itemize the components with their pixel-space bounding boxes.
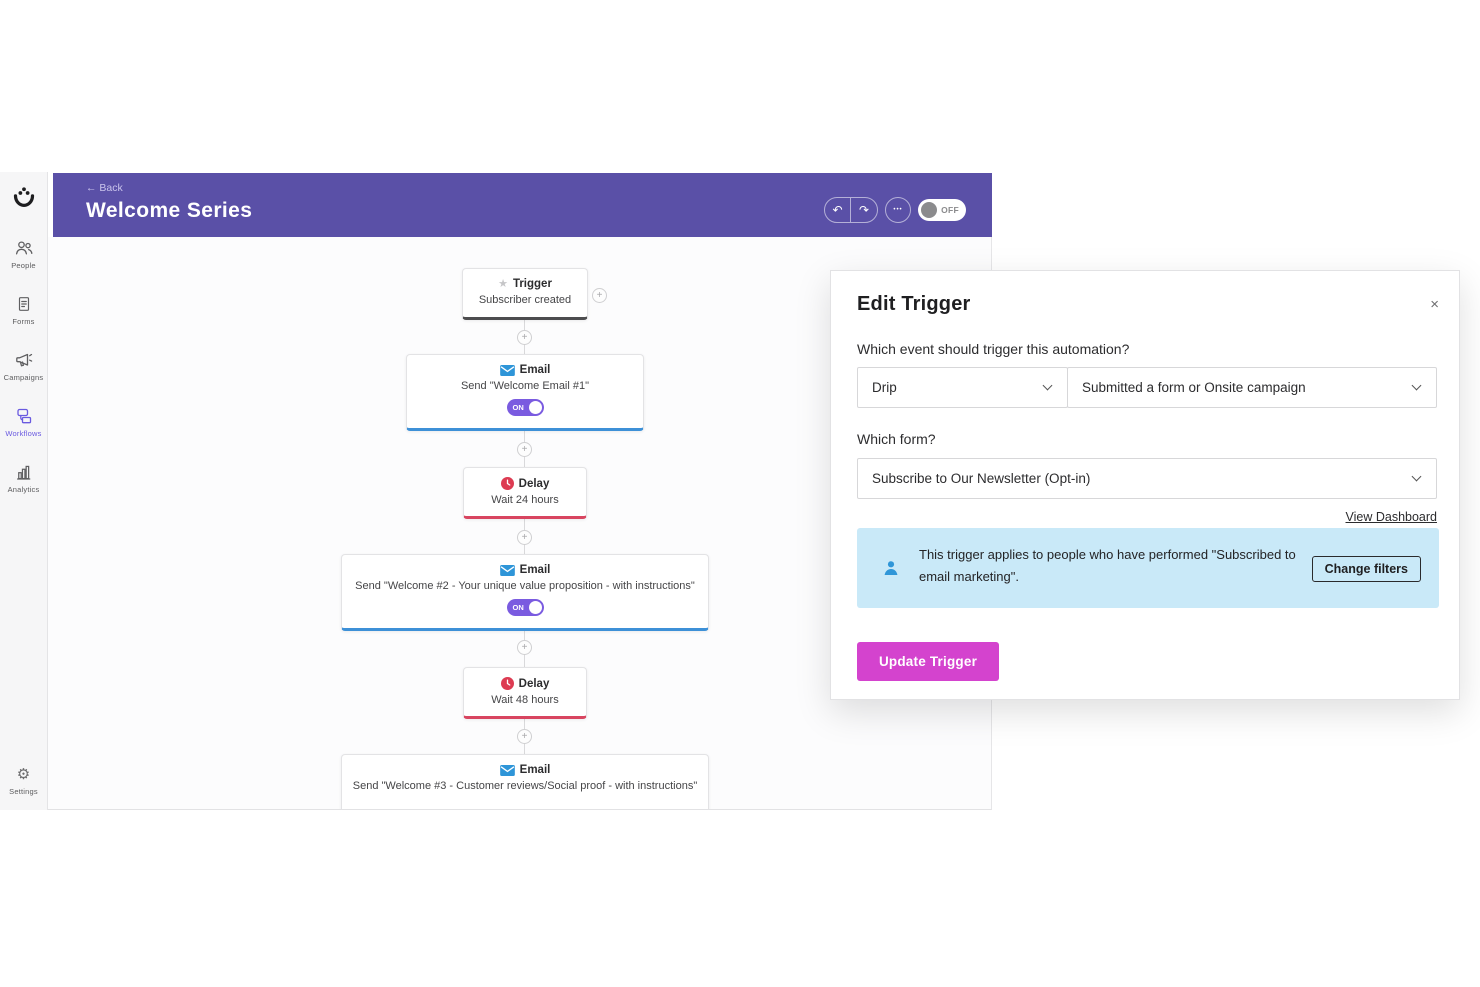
- event-select-row: Drip Submitted a form or Onsite campaign: [857, 367, 1437, 408]
- node-title: Email: [519, 364, 551, 376]
- node-delay-2[interactable]: Delay Wait 48 hours: [463, 667, 587, 719]
- add-node-button[interactable]: +: [517, 442, 532, 457]
- chevron-down-icon: [1411, 471, 1422, 482]
- sidebar-item-workflows[interactable]: Workflows: [0, 406, 48, 438]
- node-title: Trigger: [512, 278, 552, 290]
- node-email-2[interactable]: Email Send "Welcome #2 - Your unique val…: [341, 554, 709, 631]
- toggle-knob: [528, 601, 542, 615]
- sidebar-item-label: Settings: [9, 787, 38, 796]
- add-node-button[interactable]: +: [517, 330, 532, 345]
- more-options-button[interactable]: •••: [885, 197, 911, 223]
- edit-trigger-modal: Edit Trigger × Which event should trigge…: [830, 270, 1460, 700]
- forms-icon: [14, 294, 34, 314]
- chevron-down-icon: [1042, 380, 1053, 391]
- toggle-state-label: OFF: [941, 205, 959, 215]
- back-link[interactable]: ← Back: [86, 182, 123, 194]
- add-node-button[interactable]: +: [517, 530, 532, 545]
- people-icon: [14, 238, 34, 258]
- node-email-3[interactable]: Email Send "Welcome #3 - Customer review…: [341, 754, 709, 809]
- undo-button[interactable]: ↶: [825, 198, 851, 222]
- email-enabled-toggle[interactable]: ON: [506, 599, 544, 617]
- node-subtitle: Subscriber created: [478, 294, 572, 306]
- sidebar-item-label: People: [11, 261, 36, 270]
- toggle-knob: [528, 401, 542, 415]
- form-select-value: Subscribe to Our Newsletter (Opt-in): [872, 471, 1091, 486]
- person-icon: [884, 561, 898, 575]
- node-subtitle: Wait 24 hours: [491, 494, 559, 506]
- gear-icon: ⚙: [16, 764, 31, 783]
- node-delay-1[interactable]: Delay Wait 24 hours: [463, 467, 587, 519]
- workflow-header: ← Back Welcome Series ↶ ↷ ••• OFF: [53, 173, 992, 237]
- redo-button[interactable]: ↷: [851, 198, 877, 222]
- update-trigger-button[interactable]: Update Trigger: [857, 642, 999, 681]
- sidebar-item-settings[interactable]: ⚙ Settings: [0, 764, 48, 796]
- email-icon: [499, 564, 515, 576]
- node-title: Email: [519, 564, 551, 576]
- event-question-label: Which event should trigger this automati…: [857, 341, 1130, 357]
- email-icon: [499, 764, 515, 776]
- undo-icon: ↶: [832, 203, 843, 217]
- modal-title: Edit Trigger: [857, 293, 971, 315]
- node-subtitle: Send "Welcome #3 - Customer reviews/Soci…: [352, 780, 698, 792]
- provider-select[interactable]: Drip: [857, 367, 1068, 408]
- view-dashboard-link[interactable]: View Dashboard: [1345, 510, 1438, 524]
- back-label: Back: [99, 182, 123, 194]
- sidebar-item-label: Forms: [12, 317, 35, 326]
- toggle-state-label: ON: [512, 403, 524, 413]
- event-select[interactable]: Submitted a form or Onsite campaign: [1067, 367, 1437, 408]
- node-subtitle: Send "Welcome Email #1": [460, 380, 590, 392]
- node-subtitle: Wait 48 hours: [491, 694, 559, 706]
- workflow-active-toggle[interactable]: OFF: [918, 199, 966, 221]
- clock-icon: [500, 477, 514, 490]
- sidebar-item-label: Analytics: [7, 485, 40, 494]
- toggle-state-label: ON: [512, 603, 524, 613]
- sidebar-item-analytics[interactable]: Analytics: [0, 462, 48, 494]
- event-select-value: Submitted a form or Onsite campaign: [1082, 380, 1306, 395]
- form-question-label: Which form?: [857, 431, 936, 447]
- drip-logo[interactable]: [9, 184, 39, 214]
- redo-icon: ↷: [858, 203, 870, 217]
- add-node-button[interactable]: +: [592, 288, 607, 303]
- drip-logo-icon: [13, 187, 34, 207]
- star-icon: ★: [498, 277, 508, 290]
- provider-select-value: Drip: [872, 380, 897, 395]
- back-arrow-icon: ←: [86, 182, 97, 194]
- header-controls: ↶ ↷ ••• OFF: [824, 197, 966, 223]
- node-title: Delay: [518, 477, 550, 490]
- trigger-filter-info-box: This trigger applies to people who have …: [857, 528, 1439, 608]
- sidebar-item-people[interactable]: People: [0, 238, 48, 270]
- node-title: Delay: [518, 677, 550, 690]
- chevron-down-icon: [1411, 380, 1422, 391]
- email-icon: [499, 364, 515, 376]
- sidebar: People Forms Campaigns: [0, 172, 48, 810]
- sidebar-item-campaigns[interactable]: Campaigns: [0, 350, 48, 382]
- ellipsis-icon: •••: [893, 207, 903, 213]
- workflow-title: Welcome Series: [86, 199, 253, 222]
- analytics-icon: [14, 462, 34, 482]
- form-select[interactable]: Subscribe to Our Newsletter (Opt-in): [857, 458, 1437, 499]
- node-subtitle: Send "Welcome #2 - Your unique value pro…: [355, 580, 695, 592]
- undo-redo-group: ↶ ↷: [824, 197, 878, 223]
- email-enabled-toggle[interactable]: ON: [506, 399, 544, 417]
- campaigns-icon: [14, 350, 34, 370]
- toggle-knob: [921, 202, 937, 218]
- workflows-icon: [14, 406, 34, 426]
- sidebar-item-forms[interactable]: Forms: [0, 294, 48, 326]
- close-icon[interactable]: ×: [1430, 296, 1439, 313]
- sidebar-item-label: Workflows: [5, 429, 42, 438]
- add-node-button[interactable]: +: [517, 729, 532, 744]
- node-email-1[interactable]: Email Send "Welcome Email #1" ON: [406, 354, 644, 431]
- clock-icon: [500, 677, 514, 690]
- sidebar-item-label: Campaigns: [3, 373, 44, 382]
- node-trigger[interactable]: ★ Trigger Subscriber created: [462, 268, 588, 320]
- add-node-button[interactable]: +: [517, 640, 532, 655]
- change-filters-button[interactable]: Change filters: [1311, 556, 1421, 582]
- node-title: Email: [519, 764, 551, 776]
- filter-note-text: This trigger applies to people who have …: [919, 547, 1296, 585]
